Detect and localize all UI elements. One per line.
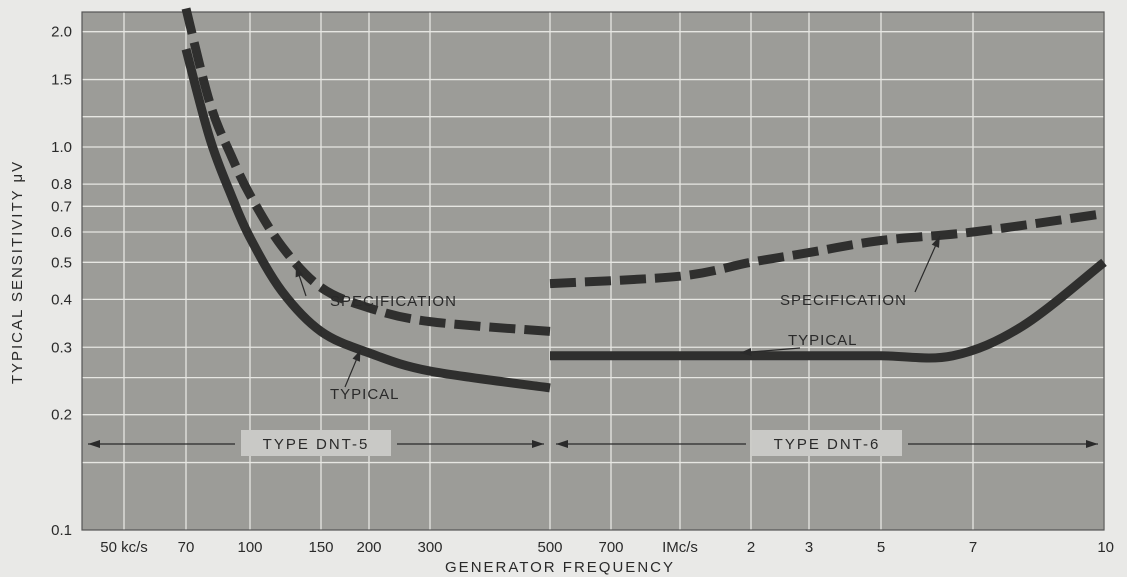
x-tick-label: 150 (308, 539, 333, 556)
annotation-label: TYPICAL (788, 332, 858, 349)
y-tick-label: 0.6 (51, 224, 72, 241)
annotation-specification: SPECIFICATION (780, 235, 941, 309)
y-tick-label: 0.4 (51, 291, 72, 308)
band-label: TYPE DNT-5 (263, 436, 370, 453)
plot-area (82, 12, 1104, 530)
y-tick-label: 1.0 (51, 139, 72, 156)
series-typical-type-dnt-5 (181, 48, 551, 393)
annotation-arrowhead (295, 265, 304, 278)
annotation-typical: TYPICAL (740, 332, 857, 356)
x-tick-label: 3 (805, 539, 813, 556)
x-tick-label: 10 (1097, 539, 1114, 556)
arrowhead-right (532, 440, 544, 448)
band-type-dnt-5: TYPE DNT-5 (88, 430, 544, 456)
series-typical-type-dnt-6 (549, 258, 1107, 363)
plot-frame (81, 11, 1105, 531)
x-tick-label: 2 (747, 539, 755, 556)
x-tick-label: 300 (417, 539, 442, 556)
annotation-label: TYPICAL (330, 386, 400, 403)
x-tick-label: 500 (537, 539, 562, 556)
y-tick-label: 0.3 (51, 339, 72, 356)
x-axis-title: GENERATOR FREQUENCY (445, 559, 675, 576)
x-tick-label: 700 (598, 539, 623, 556)
band-type-dnt-6: TYPE DNT-6 (556, 430, 1098, 456)
x-tick-label: 100 (237, 539, 262, 556)
annotation-arrowhead (931, 236, 940, 248)
series-specification-type-dnt-5 (181, 7, 551, 336)
annotation-label: SPECIFICATION (780, 292, 907, 309)
band-label-background (752, 430, 902, 456)
y-tick-label: 0.1 (51, 522, 72, 539)
arrowhead-right (1086, 440, 1098, 448)
x-tick-label: 7 (969, 539, 977, 556)
y-tick-label: 0.8 (51, 176, 72, 193)
y-tick-label: 0.7 (51, 198, 72, 215)
annotations: SPECIFICATION TYPICAL SPECIFICATION TYPICAL (295, 235, 941, 403)
y-tick-label: 0.5 (51, 254, 72, 271)
arrowhead-left (556, 440, 568, 448)
y-axis-title: TYPICAL SENSITIVITY μV (9, 160, 26, 384)
y-tick-label: 2.0 (51, 24, 72, 41)
annotation-specification: SPECIFICATION (295, 265, 457, 310)
series-specification-type-dnt-6 (549, 209, 1105, 289)
grid (81, 11, 1105, 531)
x-tick-label: 70 (178, 539, 195, 556)
annotation-arrowhead (740, 348, 752, 356)
annotation-typical: TYPICAL (330, 349, 400, 403)
y-axis-ticks: 0.1 0.2 0.3 0.4 0.5 0.6 0.7 0.8 1.0 1.5 2.0 (51, 24, 72, 539)
annotation-arrowhead (352, 350, 361, 362)
y-tick-label: 0.2 (51, 407, 72, 424)
arrowhead-left (88, 440, 100, 448)
band-label-background (241, 430, 391, 456)
x-tick-label: 200 (356, 539, 381, 556)
curves (181, 7, 1107, 393)
annotation-label: SPECIFICATION (330, 293, 457, 310)
x-axis-ticks: 50 kc/s 70 100 150 200 300 500 700 IMc/s 2 3 5 7 10 (100, 539, 1114, 556)
x-tick-label: 5 (877, 539, 885, 556)
x-tick-label: 50 kc/s (100, 539, 148, 556)
x-tick-label: IMc/s (662, 539, 698, 556)
band-label: TYPE DNT-6 (774, 436, 881, 453)
y-tick-label: 1.5 (51, 72, 72, 89)
type-bands: TYPE DNT-5 TYPE DNT-6 (88, 430, 1098, 456)
